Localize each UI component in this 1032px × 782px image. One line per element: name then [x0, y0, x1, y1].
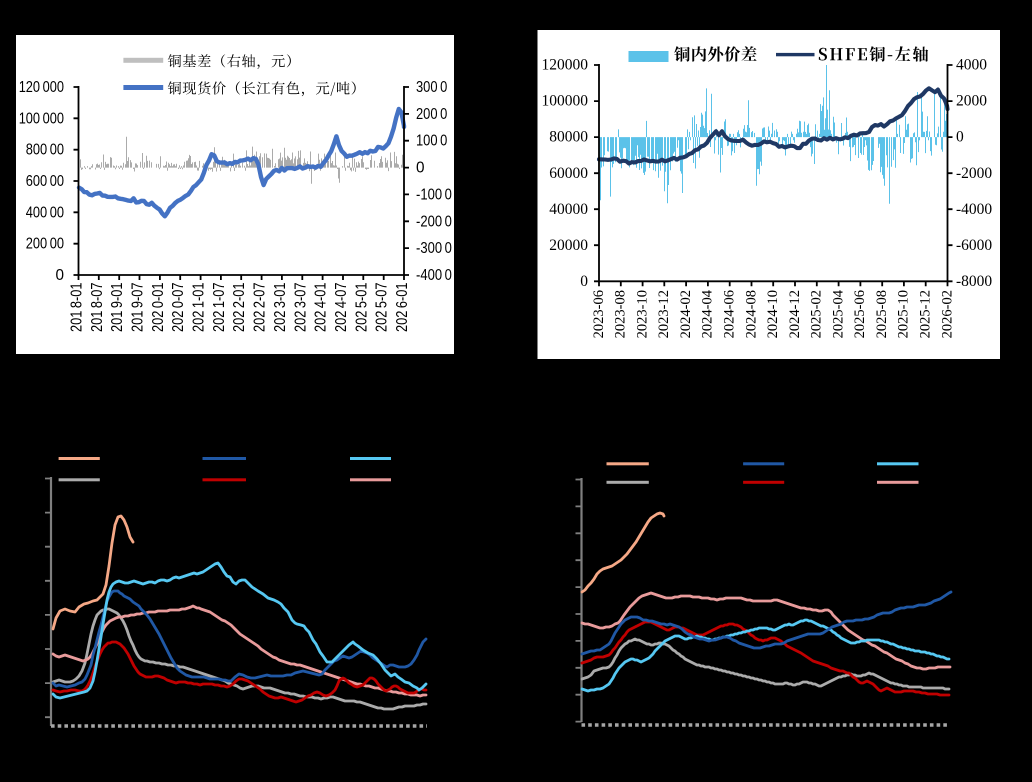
svg-text:2025-08: 2025-08 [874, 290, 890, 338]
svg-text:202 3-01: 202 3-01 [272, 283, 289, 333]
svg-text:202 0-07: 202 0-07 [170, 283, 187, 333]
svg-text:201 9-07: 201 9-07 [130, 283, 147, 333]
svg-text:4000: 4000 [956, 57, 987, 74]
svg-text:120 000: 120 000 [19, 79, 64, 96]
svg-text:2026-02: 2026-02 [939, 290, 955, 338]
svg-text:300 0: 300 0 [416, 79, 447, 96]
svg-text:0: 0 [956, 129, 964, 146]
svg-text:-400 0: -400 0 [416, 267, 452, 284]
svg-text:202 1-07: 202 1-07 [211, 283, 228, 333]
svg-text:2000: 2000 [956, 93, 987, 110]
svg-text:-6000: -6000 [956, 237, 992, 254]
svg-text:120000: 120000 [542, 57, 589, 74]
svg-text:2024-12: 2024-12 [787, 290, 803, 338]
svg-text:60000: 60000 [549, 165, 588, 182]
svg-text:202 4-07: 202 4-07 [333, 283, 350, 333]
svg-text:202 2-07: 202 2-07 [252, 283, 269, 333]
svg-text:202 3-07: 202 3-07 [292, 283, 309, 333]
svg-text:100 000: 100 000 [19, 110, 64, 127]
svg-text:800 00: 800 00 [26, 142, 64, 159]
svg-text:80000: 80000 [549, 129, 588, 146]
svg-text:-4000: -4000 [956, 201, 992, 218]
svg-text:600 00: 600 00 [26, 173, 64, 190]
svg-text:2024-10: 2024-10 [765, 290, 781, 338]
svg-text:0: 0 [580, 273, 588, 290]
svg-text:201 8-07: 201 8-07 [89, 283, 106, 333]
svg-text:202 6-01: 202 6-01 [394, 283, 411, 333]
svg-text:2025-04: 2025-04 [830, 289, 846, 338]
svg-text:400 00: 400 00 [26, 204, 64, 221]
svg-text:0: 0 [55, 267, 64, 284]
svg-text:-300 0: -300 0 [416, 240, 452, 257]
svg-text:202 4-01: 202 4-01 [313, 283, 330, 333]
svg-text:2025-10: 2025-10 [896, 290, 912, 338]
svg-text:100000: 100000 [542, 93, 589, 110]
svg-text:202 1-01: 202 1-01 [191, 283, 208, 333]
svg-text:20000: 20000 [549, 237, 588, 254]
svg-text:202 0-01: 202 0-01 [150, 283, 167, 333]
svg-text:2024-02: 2024-02 [678, 290, 694, 338]
svg-text:201 9-01: 201 9-01 [109, 283, 126, 333]
svg-text:0: 0 [416, 160, 425, 177]
svg-text:100 0: 100 0 [416, 133, 447, 150]
svg-text:2023-08: 2023-08 [613, 290, 629, 338]
svg-text:2025-06: 2025-06 [852, 290, 868, 338]
svg-text:2023-12: 2023-12 [656, 290, 672, 338]
svg-text:2024-06: 2024-06 [722, 290, 738, 338]
svg-text:202 2-01: 202 2-01 [231, 283, 248, 333]
svg-text:2025-02: 2025-02 [809, 290, 825, 338]
svg-text:202 5-01: 202 5-01 [353, 283, 370, 333]
svg-text:2023-06: 2023-06 [591, 290, 607, 338]
svg-text:2025-12: 2025-12 [918, 290, 934, 338]
svg-text:40000: 40000 [549, 201, 588, 218]
svg-text:-100 0: -100 0 [416, 186, 452, 203]
svg-text:200 0: 200 0 [416, 106, 447, 123]
svg-text:201 8-01: 201 8-01 [69, 283, 86, 333]
svg-text:-2000: -2000 [956, 165, 992, 182]
svg-text:-200 0: -200 0 [416, 213, 452, 230]
svg-text:200 00: 200 00 [26, 236, 64, 253]
svg-text:-8000: -8000 [956, 273, 992, 290]
svg-text:202 5-07: 202 5-07 [374, 283, 391, 333]
svg-text:2024-04: 2024-04 [700, 289, 716, 338]
svg-text:2024-08: 2024-08 [743, 290, 759, 338]
svg-text:2023-10: 2023-10 [634, 290, 650, 338]
